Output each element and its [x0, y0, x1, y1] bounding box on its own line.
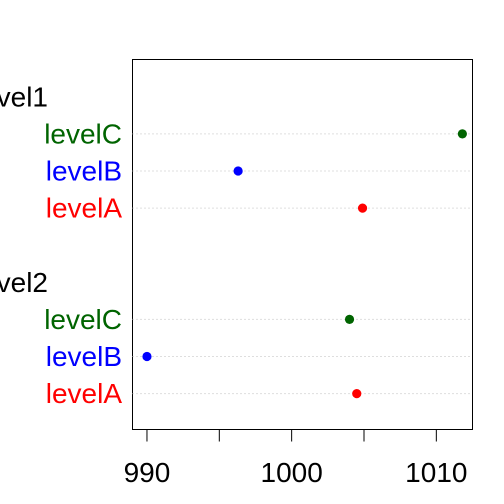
- row-label: levelB: [46, 341, 122, 372]
- x-tick-label: 1000: [261, 457, 323, 488]
- group-label: level1: [0, 81, 48, 112]
- row-label: levelA: [46, 378, 123, 409]
- x-tick-label: 990: [124, 457, 171, 488]
- data-point: [142, 351, 152, 362]
- group-label: level2: [0, 267, 48, 298]
- row-label: levelB: [46, 156, 122, 187]
- x-tick-label: 1010: [405, 457, 467, 488]
- data-point: [352, 389, 362, 399]
- data-point: [233, 166, 243, 176]
- data-point: [457, 129, 467, 139]
- row-label: levelA: [46, 193, 123, 224]
- row-label: levelC: [44, 118, 122, 149]
- grid-lines: [132, 133, 473, 395]
- data-point: [344, 314, 355, 324]
- data-points: [142, 129, 467, 399]
- data-point: [357, 203, 368, 213]
- plot-frame: [132, 59, 473, 430]
- x-axis: 990 1000 1010: [124, 429, 467, 488]
- row-labels: level1 levelC levelB levelA level2 levelC leve…: [0, 81, 122, 409]
- row-label: levelC: [44, 304, 122, 335]
